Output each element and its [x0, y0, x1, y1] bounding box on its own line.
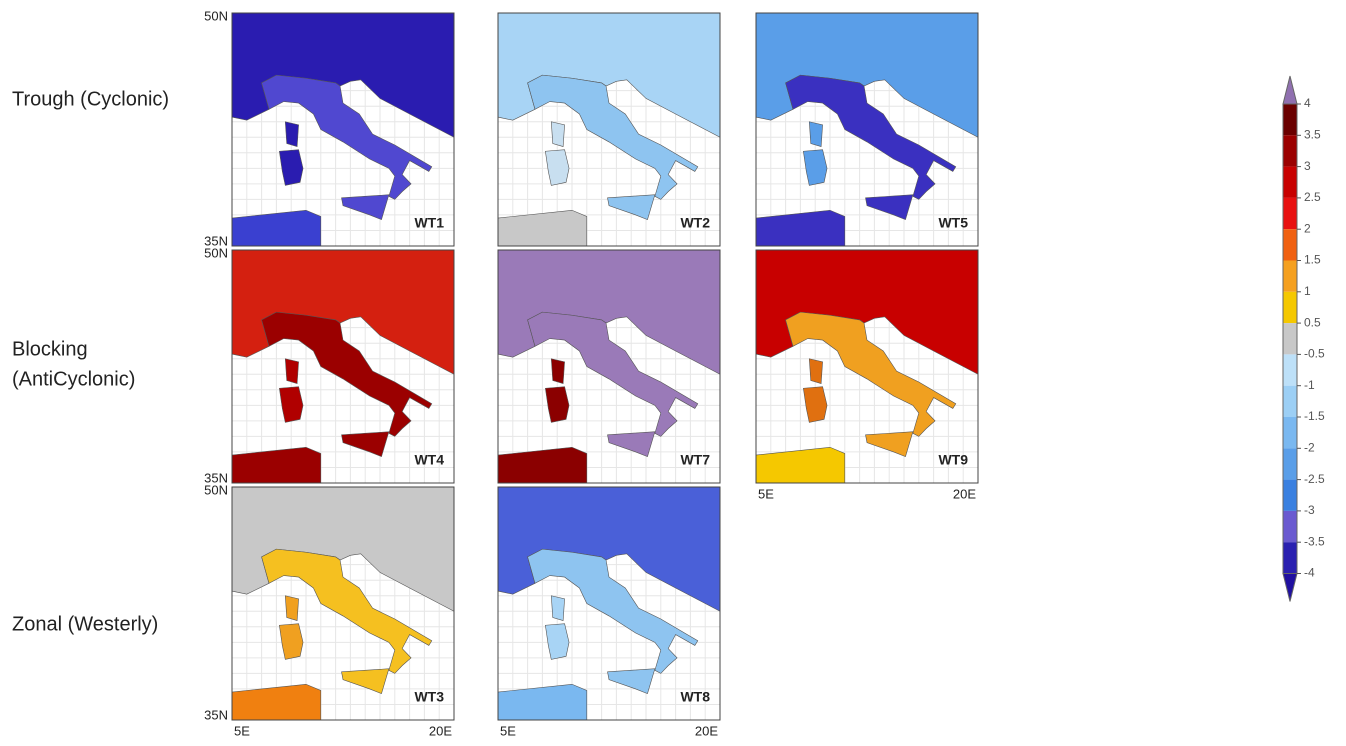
- lon-label: 20E: [695, 723, 718, 738]
- colorbar-tick-label: 4: [1304, 96, 1311, 110]
- colorbar-tick-label: 3: [1304, 159, 1311, 173]
- map-panel: WT4: [232, 250, 454, 483]
- panel-label: WT4: [414, 452, 444, 468]
- colorbar-tick-label: -1: [1304, 378, 1315, 392]
- colorbar-tick-label: 1.5: [1304, 253, 1321, 267]
- island: [551, 596, 564, 621]
- island: [285, 122, 298, 147]
- colorbar-bin: [1283, 386, 1297, 417]
- colorbar-bin: [1283, 292, 1297, 323]
- lon-label: 5E: [234, 723, 250, 738]
- colorbar-tick-label: 2.5: [1304, 190, 1321, 204]
- colorbar-extend: [1283, 76, 1297, 104]
- colorbar-tick-label: 2: [1304, 221, 1311, 235]
- map-panel: WT7: [498, 250, 720, 483]
- map-panel: WT2: [498, 13, 720, 246]
- colorbar-tick-label: -3: [1304, 503, 1315, 517]
- map-panel: WT8: [498, 487, 720, 720]
- colorbar-tick-label: -2.5: [1304, 472, 1325, 486]
- colorbar-bin: [1283, 511, 1297, 542]
- colorbar-tick-label: -1.5: [1304, 409, 1325, 423]
- island: [809, 122, 822, 147]
- colorbar-bin: [1283, 354, 1297, 385]
- row-label: Trough (Cyclonic): [12, 88, 169, 110]
- lat-label: 50N: [204, 482, 228, 497]
- colorbar-tick-label: -3.5: [1304, 534, 1325, 548]
- colorbar-bin: [1283, 448, 1297, 479]
- colorbar-bin: [1283, 323, 1297, 354]
- map-panel: WT5: [756, 13, 978, 246]
- colorbar-bin: [1283, 480, 1297, 511]
- colorbar-bin: [1283, 104, 1297, 135]
- island: [551, 122, 564, 147]
- panel-label: WT9: [938, 452, 968, 468]
- lat-label: 35N: [204, 707, 228, 722]
- island: [285, 359, 298, 384]
- colorbar-tick-label: 0.5: [1304, 315, 1321, 329]
- figure: Trough (Cyclonic) Blocking (AntiCyclonic) Z…: [0, 0, 1346, 746]
- map-panel: WT1: [232, 13, 454, 246]
- colorbar-bin: [1283, 198, 1297, 229]
- colorbar-tick-label: 1: [1304, 284, 1311, 298]
- row-label: Blocking: [12, 338, 88, 360]
- colorbar-tick-label: -2: [1304, 440, 1315, 454]
- lon-label: 20E: [429, 723, 452, 738]
- colorbar-bin: [1283, 417, 1297, 448]
- colorbar-tick-label: -4: [1304, 566, 1315, 580]
- lon-label: 20E: [953, 486, 976, 501]
- colorbar-tick-label: -0.5: [1304, 347, 1325, 361]
- colorbar-bin: [1283, 261, 1297, 292]
- colorbar-bin: [1283, 229, 1297, 260]
- island: [551, 359, 564, 384]
- lat-label: 50N: [204, 8, 228, 23]
- colorbar-bin: [1283, 167, 1297, 198]
- panel-label: WT2: [680, 215, 710, 231]
- colorbar-bin: [1283, 135, 1297, 166]
- map-panel: WT9: [756, 250, 978, 483]
- panel-label: WT7: [680, 452, 710, 468]
- colorbar-tick-label: 3.5: [1304, 127, 1321, 141]
- lon-label: 5E: [758, 486, 774, 501]
- panel-label: WT5: [938, 215, 968, 231]
- panel-label: WT8: [680, 689, 710, 705]
- colorbar-extend: [1283, 574, 1297, 602]
- row-label: (AntiCyclonic): [12, 368, 135, 390]
- row-label: Zonal (Westerly): [12, 613, 158, 635]
- island: [285, 596, 298, 621]
- lat-label: 50N: [204, 245, 228, 260]
- lon-label: 5E: [500, 723, 516, 738]
- panel-label: WT1: [414, 215, 444, 231]
- panel-label: WT3: [414, 689, 444, 705]
- colorbar-bin: [1283, 542, 1297, 573]
- island: [809, 359, 822, 384]
- map-panel: WT3: [232, 487, 454, 720]
